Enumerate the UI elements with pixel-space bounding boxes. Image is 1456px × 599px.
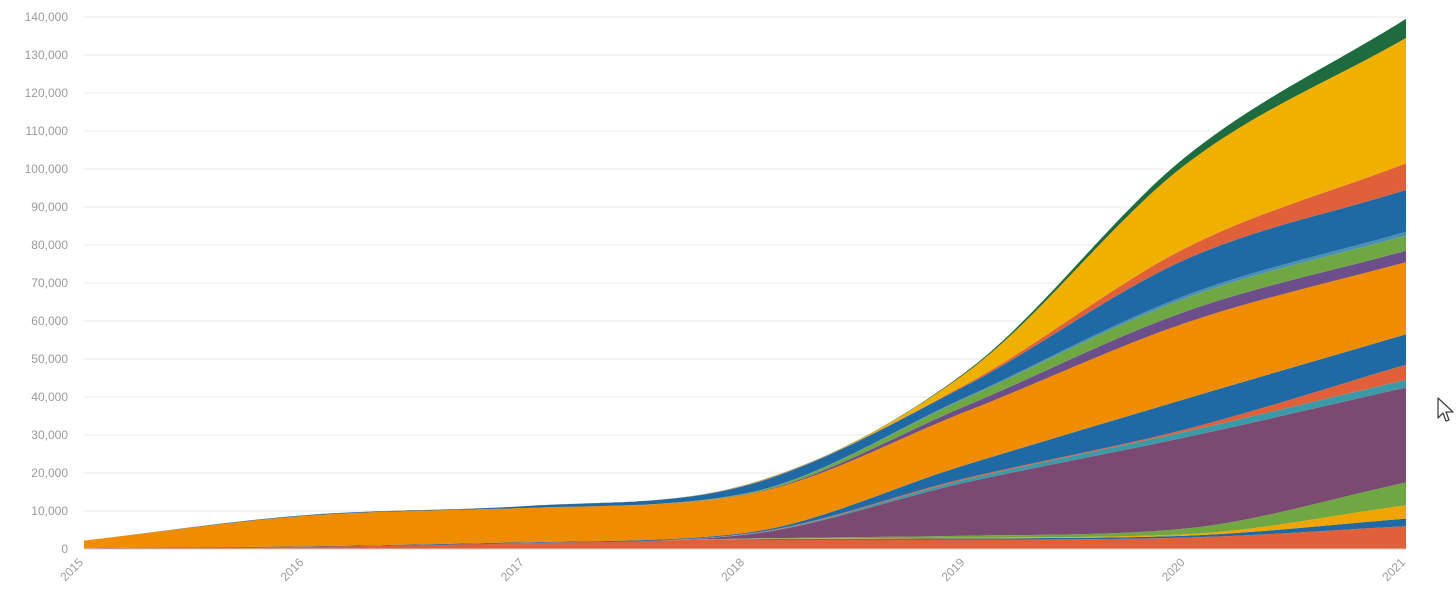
grid-lines xyxy=(84,16,1406,550)
y-tick-label: 50,000 xyxy=(31,352,68,366)
y-tick-label: 130,000 xyxy=(25,48,69,62)
area-series-5 xyxy=(84,387,1406,549)
y-tick-label: 70,000 xyxy=(31,276,68,290)
x-tick-label: 2015 xyxy=(57,555,86,584)
y-tick-label: 100,000 xyxy=(25,162,69,176)
x-axis-tick-labels: 2015 2016 2017 2018 2019 2020 2021 xyxy=(57,555,1408,584)
y-tick-label: 120,000 xyxy=(25,86,69,100)
y-tick-label: 90,000 xyxy=(31,200,68,214)
x-tick-label: 2016 xyxy=(278,555,307,584)
y-tick-label: 60,000 xyxy=(31,314,68,328)
area-series-3 xyxy=(84,505,1406,549)
mouse-cursor-icon xyxy=(1437,397,1454,422)
area-series-1 xyxy=(84,526,1406,549)
y-tick-label: 40,000 xyxy=(31,390,68,404)
area-series-group xyxy=(84,18,1406,549)
x-tick-label: 2020 xyxy=(1159,555,1188,584)
y-tick-label: 20,000 xyxy=(31,466,68,480)
y-tick-label: 80,000 xyxy=(31,238,68,252)
x-tick-label: 2019 xyxy=(939,555,968,584)
y-tick-label: 140,000 xyxy=(25,10,69,24)
area-series-9 xyxy=(84,262,1406,549)
y-tick-label: 10,000 xyxy=(31,504,68,518)
x-tick-label: 2017 xyxy=(498,555,527,584)
y-tick-label: 30,000 xyxy=(31,428,68,442)
y-tick-label: 0 xyxy=(61,542,68,556)
x-tick-label: 2021 xyxy=(1379,555,1408,584)
x-tick-label: 2018 xyxy=(718,555,747,584)
y-axis-tick-labels: 0 10,000 20,000 30,000 40,000 50,000 60,000 70,… xyxy=(25,10,69,556)
y-tick-label: 110,000 xyxy=(26,124,69,138)
